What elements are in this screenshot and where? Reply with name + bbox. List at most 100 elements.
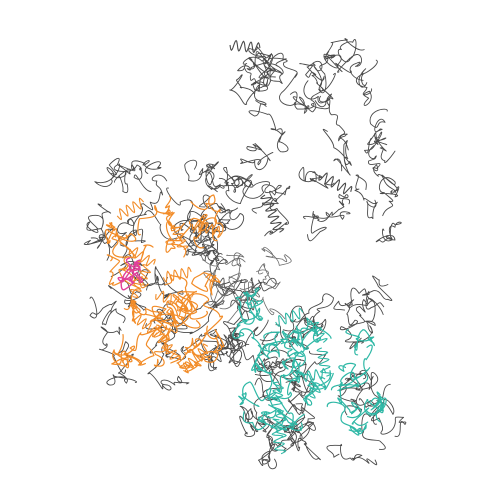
linker-segment — [206, 282, 228, 306]
backbone-helix — [318, 172, 353, 195]
backbone-segment — [147, 347, 190, 391]
backbone-segment — [173, 211, 215, 247]
backbone-segment — [247, 57, 272, 106]
backbone-segment — [89, 296, 126, 326]
backbone-segment — [368, 145, 398, 195]
backbone-segment — [220, 277, 262, 311]
teal-domain-helix — [275, 413, 287, 439]
orange-domain-helix — [131, 314, 162, 338]
teal-domain-trace — [232, 287, 387, 455]
teal-domain-helix — [295, 367, 327, 384]
backbone-segment — [217, 209, 245, 230]
magenta-highlight-segment — [119, 265, 144, 283]
backbone-segment — [293, 60, 324, 113]
linker-segment — [261, 246, 292, 266]
orange-domain-segment — [118, 268, 141, 324]
backbone-segment — [189, 232, 228, 280]
orange-domain-segment — [176, 336, 219, 368]
backbone-segment — [106, 341, 138, 386]
backbone-segment — [153, 303, 180, 359]
teal-domain-segment — [326, 401, 367, 436]
teal-domain-helix — [316, 347, 332, 377]
backbone-segment — [349, 298, 384, 350]
backbone-segment — [248, 103, 289, 153]
backbone-segment — [318, 54, 343, 94]
backbone-segment — [212, 277, 248, 297]
teal-domain-helix — [270, 423, 287, 455]
teal-domain-segment — [257, 388, 295, 431]
teal-domain-segment — [243, 287, 264, 309]
orange-domain-trace — [105, 194, 225, 374]
backbone-segment — [119, 174, 168, 247]
backbone-segment — [108, 157, 152, 193]
backbone-segment — [229, 68, 277, 105]
orange-domain-segment — [191, 272, 221, 296]
linker-segment — [200, 235, 218, 267]
teal-domain-segment — [257, 331, 280, 359]
magenta-highlight-trace — [117, 257, 144, 291]
backbone-segment — [146, 266, 184, 300]
orange-domain-segment — [167, 290, 208, 320]
orange-domain-segment — [153, 344, 182, 368]
backbone-segment — [94, 163, 129, 194]
orange-domain-segment — [159, 300, 201, 329]
teal-domain-segment — [292, 325, 316, 369]
backbone-segment — [379, 174, 400, 217]
backbone-segment — [344, 371, 378, 407]
teal-domain-segment — [251, 353, 272, 376]
backbone-segment — [240, 143, 274, 170]
teal-domain-helix — [307, 320, 328, 343]
backbone-segment — [184, 159, 216, 182]
backbone-segment — [305, 63, 334, 103]
teal-domain-segment — [345, 329, 375, 356]
backbone-segment — [354, 174, 378, 219]
backbone-segment — [99, 326, 127, 374]
backbone-segment — [218, 174, 254, 205]
linker-segment — [256, 263, 281, 290]
teal-domain-segment — [265, 374, 305, 425]
backbone-segment — [362, 275, 393, 310]
backbone-segment — [185, 236, 220, 261]
orange-domain-segment — [184, 293, 223, 354]
backbone-segment — [239, 405, 269, 437]
backbone-segment — [86, 203, 112, 249]
backbone-segment — [262, 425, 303, 470]
teal-domain-helix — [275, 307, 304, 327]
backbone-helix — [229, 39, 261, 54]
backbone-segment — [355, 59, 378, 106]
orange-domain-helix — [170, 224, 189, 250]
linker-segment — [226, 252, 245, 282]
linker-segment — [218, 272, 251, 302]
backbone-segment — [254, 363, 307, 401]
teal-domain-segment — [330, 362, 368, 391]
backbone-segment — [237, 46, 272, 72]
teal-domain-segment — [242, 409, 277, 431]
backbone-segment — [242, 184, 289, 237]
orange-domain-segment — [137, 195, 173, 236]
backbone-segment — [122, 228, 146, 283]
teal-domain-segment — [280, 332, 305, 358]
orange-domain-segment — [106, 254, 149, 289]
orange-domain-helix — [191, 219, 220, 236]
teal-domain-helix — [309, 376, 326, 399]
orange-domain-helix — [128, 247, 156, 267]
orange-domain-segment — [130, 300, 162, 322]
backbone-segment — [298, 167, 335, 189]
teal-domain-segment — [235, 296, 264, 322]
backbone-segment — [149, 338, 218, 364]
backbone-segment — [333, 299, 368, 327]
orange-domain-helix — [162, 266, 192, 283]
backbone-segment — [367, 131, 396, 164]
orange-domain-segment — [118, 240, 154, 271]
backbone-helix — [260, 194, 285, 233]
backbone-segment — [326, 443, 378, 466]
orange-domain-segment — [149, 305, 171, 344]
orange-domain-segment — [164, 274, 192, 314]
backbone-segment — [339, 287, 374, 344]
orange-domain-segment — [111, 334, 133, 369]
teal-domain-segment — [232, 311, 262, 356]
teal-domain-segment — [337, 344, 373, 392]
orange-domain-helix — [153, 332, 181, 361]
